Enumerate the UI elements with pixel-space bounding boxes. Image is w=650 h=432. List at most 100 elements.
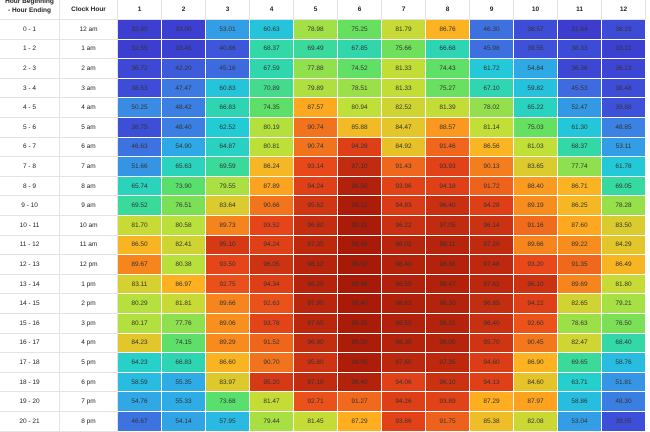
heat-cell: 85.88	[338, 118, 382, 138]
clock-hour: 7 pm	[60, 392, 118, 412]
cell-value: 99.20	[351, 339, 368, 347]
header-text: 11	[576, 6, 583, 13]
cell-value: 67.10	[483, 84, 500, 92]
cell-value: 93.14	[307, 162, 324, 170]
cell-value: 54.14	[175, 417, 192, 425]
heat-cell: 51.66	[118, 157, 162, 177]
heat-cell: 96.80	[294, 216, 338, 236]
cell-value: 33.00	[175, 25, 192, 33]
cell-value: 39.05	[615, 417, 632, 425]
heat-cell: 74.35	[250, 98, 294, 118]
clock-hour-text: 10 am	[79, 221, 98, 229]
hour-range-text: 0 - 1	[22, 25, 36, 33]
heat-cell: 90.45	[514, 333, 558, 354]
heat-cell: 83.50	[602, 216, 646, 236]
cell-value: 78.98	[307, 25, 324, 33]
hour-range-text: 18 - 19	[19, 378, 40, 386]
cell-value: 99.05	[351, 358, 368, 366]
cell-value: 93.86	[395, 417, 412, 425]
cell-value: 80.17	[131, 319, 148, 327]
hour-range-text: 11 - 12	[19, 241, 40, 249]
heat-cell: 78.63	[558, 314, 602, 334]
cell-value: 68.40	[615, 339, 632, 347]
cell-value: 97.48	[483, 260, 500, 268]
heat-cell: 80.29	[118, 294, 162, 314]
cell-value: 32.80	[131, 25, 148, 33]
heat-cell: 87.57	[294, 98, 338, 118]
cell-value: 83.65	[527, 162, 544, 170]
heat-cell: 89.19	[514, 196, 558, 216]
cell-value: 81.79	[395, 25, 412, 33]
heat-cell: 98.50	[382, 314, 426, 334]
cell-value: 98.30	[439, 300, 456, 308]
heat-cell: 83.97	[206, 372, 250, 393]
heat-cell: 96.14	[470, 216, 514, 236]
heat-cell: 81.14	[470, 118, 514, 138]
hour-range-text: 12 - 13	[19, 260, 40, 268]
heat-cell: 93.93	[426, 157, 470, 177]
hour-range-text: 9 - 10	[21, 202, 38, 210]
heat-cell: 79.44	[250, 412, 294, 432]
clock-hour-text: 3 am	[81, 84, 96, 92]
heat-cell: 70.89	[250, 78, 294, 99]
cell-value: 98.36	[439, 260, 456, 268]
header-text: 1	[137, 6, 142, 13]
cell-value: 99.48	[351, 280, 368, 288]
heat-cell: 53.01	[206, 20, 250, 40]
heat-cell: 97.62	[470, 274, 514, 295]
hour-range: 1 - 2	[0, 39, 60, 60]
cell-value: 93.50	[219, 260, 236, 268]
column-header: Clock Hour	[60, 0, 118, 20]
heat-cell: 33.00	[162, 20, 206, 40]
cell-value: 69.52	[131, 202, 148, 210]
cell-value: 73.68	[219, 398, 236, 406]
heat-cell: 60.83	[206, 78, 250, 99]
heat-cell: 94.18	[426, 176, 470, 197]
cell-value: 77.76	[175, 319, 192, 327]
heat-cell: 77.76	[162, 314, 206, 334]
heat-cell: 65.22	[514, 98, 558, 118]
heat-cell: 90.74	[294, 137, 338, 158]
cell-value: 81.80	[615, 280, 632, 288]
heat-cell: 87.60	[558, 216, 602, 236]
heat-cell: 86.56	[470, 137, 514, 158]
cell-value: 74.43	[439, 64, 456, 72]
cell-value: 94.26	[395, 398, 412, 406]
cell-value: 98.62	[395, 300, 412, 308]
cell-value: 90.70	[263, 358, 280, 366]
cell-value: 97.35	[307, 241, 324, 249]
cell-value: 87.57	[307, 104, 324, 112]
hour-range-text: 4 - 5	[22, 104, 36, 112]
header-text: 6	[357, 6, 362, 13]
heat-cell: 46.63	[118, 137, 162, 158]
cell-value: 38.23	[615, 25, 632, 33]
cell-value: 80.19	[263, 123, 280, 131]
column-header: 9	[470, 0, 514, 20]
cell-value: 98.40	[395, 260, 412, 268]
cell-value: 66.68	[439, 45, 456, 53]
cell-value: 45.53	[571, 84, 588, 92]
cell-value: 86.97	[175, 280, 192, 288]
hour-range: 13 - 14	[0, 274, 60, 295]
cell-value: 75.03	[527, 123, 544, 131]
cell-value: 38.53	[131, 84, 148, 92]
clock-hour: 3 pm	[60, 314, 118, 334]
cell-value: 95.20	[263, 378, 280, 386]
heat-cell: 39.88	[602, 98, 646, 118]
heat-cell: 55.33	[162, 392, 206, 412]
cell-value: 73.90	[175, 182, 192, 190]
cell-value: 42.20	[175, 64, 192, 72]
heat-cell: 38.48	[602, 78, 646, 99]
cell-value: 48.40	[175, 123, 192, 131]
heat-cell: 38.75	[118, 118, 162, 138]
heat-cell: 81.79	[382, 20, 426, 40]
column-header: 5	[294, 0, 338, 20]
cell-value: 97.10	[307, 378, 324, 386]
cell-value: 38.33	[571, 45, 588, 53]
heat-cell: 77.88	[294, 59, 338, 79]
heat-cell: 65.74	[118, 176, 162, 197]
heat-cell: 93.52	[250, 216, 294, 236]
cell-value: 99.50	[351, 260, 368, 268]
heat-cell: 97.05	[426, 216, 470, 236]
heat-cell: 48.42	[162, 98, 206, 118]
